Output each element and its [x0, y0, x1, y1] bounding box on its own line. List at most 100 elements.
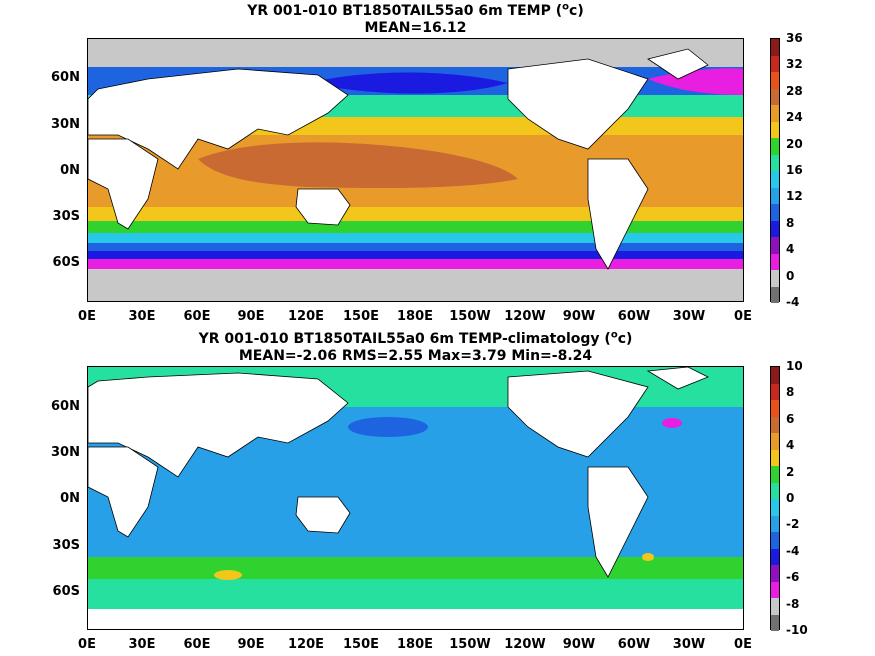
colorbar-segment: [771, 237, 779, 254]
panel2-lon-label: 90E: [237, 637, 265, 652]
colorbar-segment: [771, 121, 779, 138]
panel2-lon-label: 0E: [734, 637, 752, 652]
panel2-lon-label: 150E: [342, 637, 380, 652]
panel1-lat-label: 30S: [52, 209, 80, 224]
panel2-map-svg: [88, 367, 743, 629]
panel2-title: YR 001-010 BT1850TAIL55a0 6m TEMP-climat…: [87, 329, 744, 348]
colorbar-tick-label: 10: [786, 359, 803, 373]
colorbar-segment: [771, 416, 779, 433]
colorbar-tick-label: 36: [786, 31, 803, 45]
panel2-lat-label: 30S: [52, 538, 80, 553]
colorbar-tick-label: 8: [786, 385, 795, 400]
panel2-title-post: c): [617, 331, 633, 347]
panel1-lat-label: 0N: [60, 163, 80, 178]
panel2-lat-label: 30N: [51, 445, 80, 460]
colorbar-tick-label: -2: [786, 517, 800, 532]
panel1-lon-label: 60W: [617, 309, 651, 324]
panel1-lon-label: 120W: [504, 309, 546, 324]
colorbar-segment: [771, 400, 779, 417]
panel2-lat-label: 60S: [52, 584, 80, 599]
colorbar-segment: [771, 499, 779, 516]
panel1-lat-label: 30N: [51, 117, 80, 132]
panel2-subtitle: MEAN=-2.06 RMS=2.55 Max=3.79 Min=-8.24: [238, 348, 593, 364]
colorbar-tick-label: -4: [786, 543, 800, 558]
colorbar-segment: [771, 565, 779, 582]
panel1-lat-label: 60N: [51, 70, 80, 85]
panel2-lat-label: 0N: [60, 491, 80, 506]
colorbar-tick-label: 6: [786, 411, 795, 426]
colorbar-segment: [771, 598, 779, 615]
colorbar-tick-label: 0: [786, 268, 795, 283]
colorbar-segment: [771, 171, 779, 188]
colorbar-tick-label: 2: [786, 464, 795, 479]
panel1-lon-label: 60E: [183, 309, 211, 324]
panel1-lon-label: 150W: [449, 309, 491, 324]
panel2-lon-label: 180E: [396, 637, 434, 652]
panel1-lon-label: 0E: [78, 309, 96, 324]
colorbar-segment: [771, 433, 779, 450]
colorbar-segment: [771, 105, 779, 122]
panel1-lat-label: 60S: [52, 255, 80, 270]
colorbar-tick-label: 16: [786, 163, 803, 177]
colorbar-tick-label: 28: [786, 83, 803, 98]
panel2-lon-label: 120E: [287, 637, 325, 652]
panel1-colorbar: [770, 38, 780, 303]
panel1-lon-label: 0E: [734, 309, 752, 324]
colorbar-tick-label: 4: [786, 438, 795, 453]
panel1-title-sup: o: [562, 1, 570, 13]
panel1-lon-label: 90W: [562, 309, 596, 324]
panel2-colorbar: [770, 366, 780, 631]
panel2-lon-label: 60W: [617, 637, 651, 652]
colorbar-segment: [771, 187, 779, 204]
panel1-map-svg: [88, 39, 743, 301]
colorbar-segment: [771, 449, 779, 466]
panel1-lon-label: 30E: [128, 309, 156, 324]
panel1-lon-label: 150E: [342, 309, 380, 324]
colorbar-tick-label: 12: [786, 189, 803, 204]
colorbar-segment: [771, 220, 779, 237]
panel2-lon-label: 0E: [78, 637, 96, 652]
panel2-lon-label: 60E: [183, 637, 211, 652]
colorbar-tick-label: -10: [786, 623, 808, 637]
colorbar-tick-label: -6: [786, 570, 800, 585]
panel1-title-pre: YR 001-010 BT1850TAIL55a0 6m TEMP (: [247, 3, 563, 19]
panel2-title-pre: YR 001-010 BT1850TAIL55a0 6m TEMP-climat…: [198, 331, 611, 347]
colorbar-tick-label: 32: [786, 57, 803, 72]
panel1-title: YR 001-010 BT1850TAIL55a0 6m TEMP (oc): [87, 1, 744, 20]
panel2-lon-label: 90W: [562, 637, 596, 652]
panel2-map: [87, 366, 744, 630]
panel1-map: [87, 38, 744, 302]
colorbar-segment: [771, 581, 779, 598]
colorbar-segment: [771, 614, 779, 631]
panel1-subtitle: MEAN=16.12: [364, 20, 467, 36]
panel2-title-sup: o: [610, 329, 618, 341]
panel2-lon-label: 150W: [449, 637, 491, 652]
panel1-lon-label: 90E: [237, 309, 265, 324]
colorbar-segment: [771, 88, 779, 105]
colorbar-segment: [771, 39, 779, 56]
colorbar-segment: [771, 72, 779, 89]
colorbar-segment: [771, 482, 779, 499]
colorbar-tick-label: 4: [786, 242, 795, 257]
colorbar-tick-label: -4: [786, 295, 800, 309]
colorbar-segment: [771, 55, 779, 72]
colorbar-segment: [771, 154, 779, 171]
colorbar-segment: [771, 466, 779, 483]
panel2-lon-label: 30W: [672, 637, 706, 652]
colorbar-tick-label: 20: [786, 136, 803, 151]
panel1-lon-label: 30W: [672, 309, 706, 324]
colorbar-segment: [771, 367, 779, 384]
panel2-lat-label: 60N: [51, 399, 80, 414]
colorbar-tick-label: -8: [786, 596, 800, 611]
colorbar-segment: [771, 515, 779, 532]
panel1-lon-label: 180E: [396, 309, 434, 324]
panel2-lon-label: 30E: [128, 637, 156, 652]
colorbar-segment: [771, 532, 779, 549]
colorbar-tick-label: 24: [786, 110, 803, 125]
colorbar-segment: [771, 383, 779, 400]
panel1-lon-label: 120E: [287, 309, 325, 324]
colorbar-tick-label: 0: [786, 491, 795, 505]
colorbar-tick-label: 8: [786, 215, 795, 230]
colorbar-segment: [771, 204, 779, 221]
panel1-title-post: c): [569, 3, 584, 19]
